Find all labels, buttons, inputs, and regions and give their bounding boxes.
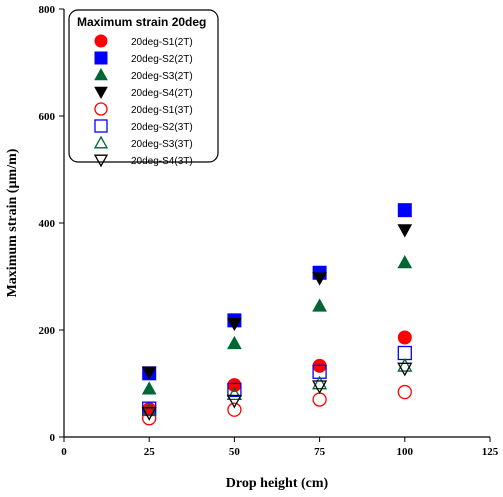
data-point — [141, 402, 157, 417]
x-tick-label: 0 — [61, 446, 67, 458]
data-point — [227, 378, 242, 393]
x-tick-label: 50 — [229, 446, 241, 458]
legend-marker — [94, 102, 108, 116]
legend-label: 20deg-S3(2T) — [131, 71, 193, 82]
data-point — [226, 394, 243, 409]
series-20deg-S4(2T) — [141, 224, 413, 380]
series-20deg-S1(2T) — [142, 330, 412, 417]
y-tick-label: 800 — [39, 4, 56, 16]
data-point — [312, 392, 327, 407]
data-point — [397, 255, 413, 269]
legend-marker — [94, 67, 108, 81]
y-tick-label: 600 — [39, 111, 56, 123]
data-point — [397, 384, 412, 400]
data-point — [397, 345, 412, 361]
legend-label: 20deg-S4(3T) — [131, 156, 193, 167]
series-20deg-S2(3T) — [142, 345, 412, 416]
legend-title: Maximum strain 20deg — [77, 15, 206, 29]
series-20deg-S3(2T) — [141, 255, 413, 395]
data-point — [142, 411, 157, 426]
legend-marker — [94, 51, 108, 65]
y-tick-label: 0 — [50, 432, 56, 444]
legend-label: 20deg-S1(3T) — [131, 105, 193, 116]
x-tick-label: 75 — [314, 446, 326, 458]
series-20deg-S4(3T) — [141, 362, 413, 421]
data-point — [311, 380, 328, 395]
legend-label: 20deg-S2(3T) — [131, 122, 193, 133]
x-axis-label: Drop height (cm) — [226, 476, 329, 491]
x-tick-label: 25 — [144, 446, 156, 458]
series-20deg-S2(2T) — [142, 203, 412, 381]
series-20deg-S1(3T) — [142, 384, 412, 426]
legend-marker — [93, 154, 109, 168]
x-tick-label: 100 — [397, 446, 414, 458]
data-points — [141, 203, 413, 426]
y-tick-label: 200 — [39, 325, 56, 337]
data-point — [141, 381, 157, 395]
legend-marker — [93, 135, 109, 149]
data-point — [227, 335, 242, 350]
x-tick-label: 125 — [482, 446, 499, 458]
legend-label: 20deg-S3(3T) — [131, 139, 193, 150]
data-point — [227, 317, 242, 332]
axes: 0 25 50 75 100 125 0 200 400 600 800 — [39, 4, 499, 458]
data-point — [311, 375, 328, 390]
data-point — [227, 402, 242, 417]
data-point — [227, 382, 242, 398]
legend-label: 20deg-S4(2T) — [131, 88, 193, 99]
legend-marker — [94, 34, 108, 48]
legend-marker — [94, 119, 108, 133]
data-point — [226, 386, 243, 401]
legend-box — [68, 9, 219, 163]
legend-marker — [94, 86, 108, 100]
data-point — [397, 203, 412, 218]
legend-label: 20deg-S2(2T) — [131, 54, 193, 65]
legend-label: 20deg-S1(2T) — [131, 37, 193, 48]
data-point — [397, 358, 413, 372]
y-axis-label: Maximum strain (µm/m) — [5, 148, 20, 297]
data-point — [312, 272, 327, 286]
data-point — [397, 224, 413, 238]
data-point — [312, 298, 327, 312]
data-point — [141, 366, 157, 380]
data-point — [397, 362, 413, 377]
y-tick-label: 400 — [39, 218, 56, 230]
data-point — [397, 330, 412, 345]
data-point — [141, 407, 157, 421]
series-20deg-S3(3T) — [141, 358, 413, 417]
legend: Maximum strain 20deg 20deg-S1(2T) 20deg-S2… — [68, 9, 219, 168]
